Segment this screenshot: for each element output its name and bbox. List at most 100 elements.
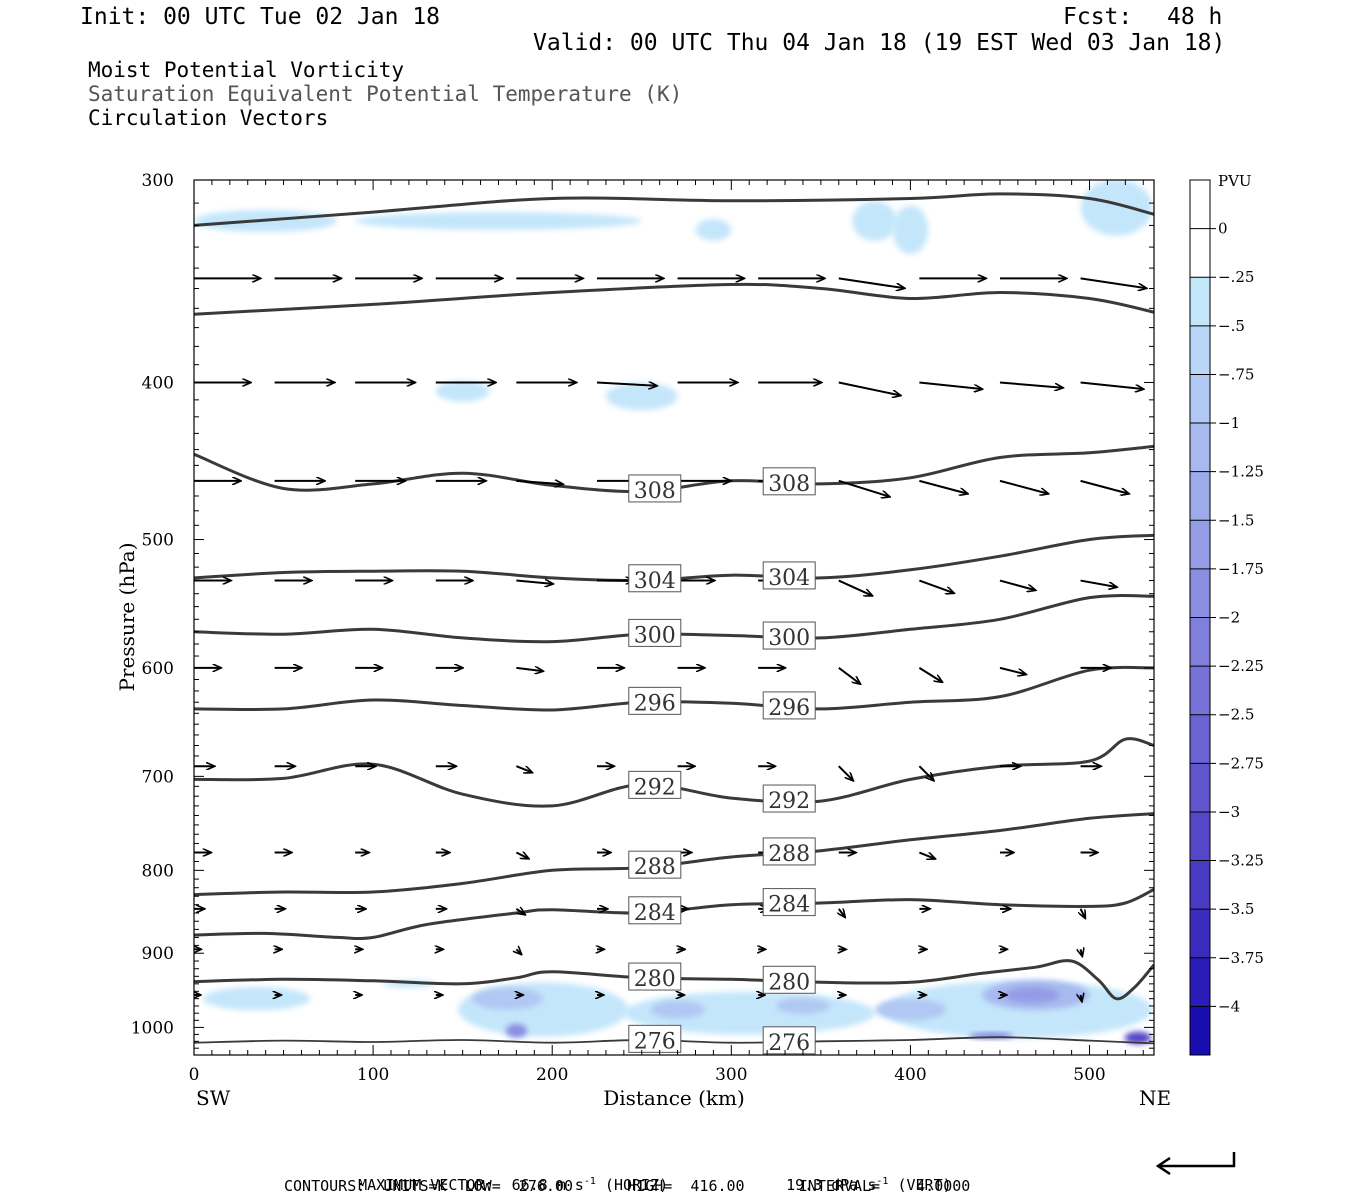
pv-region [776,997,830,1014]
y-tick-label: 500 [142,531,174,551]
contour-316 [194,192,1154,227]
field-title-theta-es: Saturation Equivalent Potential Temperat… [88,82,683,106]
forecast-hour-label: Fcst: [1063,4,1133,30]
colorbar-cell [1190,374,1210,424]
contour-label-box [762,1026,816,1055]
pv-region [852,201,897,241]
circulation-vector [1080,277,1146,288]
contour-label: 304 [634,569,676,594]
max-vector-info: MAXIMUM VECTOR: 66.8 m s-1 (HORIZ) [340,1158,668,1194]
colorbar-label: −4 [1218,997,1240,1015]
pv-region [435,380,490,402]
colorbar-cell [1190,277,1210,326]
circulation-vector [516,949,521,954]
contour-label-box [628,770,682,799]
pv-region [695,218,732,241]
circulation-vector [839,909,845,917]
contour-288 [194,812,1154,897]
colorbar-label: −1.25 [1218,463,1264,481]
circulation-vector [999,381,1062,387]
colorbar-cell [1190,860,1210,910]
colorbar-cell [1190,568,1210,618]
pv-region [1124,1031,1152,1045]
x-right-end-label: NE [1139,1086,1171,1110]
max-vector-vert-info: 19.3 dPa s-1 (VERT) [768,1158,952,1194]
colorbar-cell [1190,520,1210,569]
pv-region [650,1000,705,1019]
circulation-vector [999,666,1026,674]
contour-label-box [628,474,682,503]
colorbar-cell [1190,1006,1210,1055]
colorbar-label: −2.25 [1218,657,1264,675]
pvu-colorbar: 0 −.25 −.5 −.75 −1 −1.25 −1.5 −1.75 −2 −2.25 −2.5 −… [1189,179,1264,1056]
colorbar-label: −2.75 [1218,754,1264,772]
circulation-vector [919,851,934,859]
pv-region [505,1023,528,1038]
contour-label: 296 [634,691,676,716]
circulation-vector [596,382,656,385]
circulation-vector [1080,579,1117,587]
circulation-vector [838,479,889,497]
contour-label: 292 [634,775,676,800]
contour-296 [194,665,1154,712]
circulation-vector [1080,381,1143,389]
pv-region [605,382,678,411]
circulation-vector [1081,908,1085,918]
circulation-vector [516,668,542,671]
contour-312 [194,282,1154,316]
contour-label-box [628,962,682,991]
colorbar-label: −.75 [1218,365,1254,383]
circulation-vector [516,909,524,914]
circulation-vector [918,765,933,780]
field-title-pv: Moist Potential Vorticity [88,58,405,82]
pv-region [471,987,544,1010]
circulation-vector [838,667,860,684]
colorbar-label: 0 [1218,220,1228,238]
reference-vector-arrow [1155,1152,1236,1176]
y-axis-title: Pressure (hPa) [115,543,139,692]
circulation-vector [999,579,1035,591]
contour-label: 280 [634,967,676,992]
colorbar-cell [1190,471,1210,521]
axis-labels: 0 100 200 300 400 500 300 400 500 600 700 800 900 100… [131,171,1106,1085]
contour-label-box [628,896,682,925]
x-tick-label: 500 [1073,1065,1105,1085]
contour-label: 276 [634,1029,676,1054]
contour-label: 288 [634,855,676,880]
colorbar-cell [1190,228,1210,278]
forecast-hour-value: 48 h [1167,4,1223,30]
circulation-vector [838,277,904,288]
colorbar-label: −1.5 [1218,511,1254,529]
circulation-vector [1081,995,1082,1001]
contour-label-box [762,691,816,720]
contour-label-box [628,1024,682,1053]
colorbar-label: −3.5 [1218,900,1254,918]
colorbar-cell [1190,957,1210,1007]
contour-label-box [762,467,816,496]
contour-label-box [762,965,816,994]
contour-label: 292 [768,789,810,814]
x-tick-label: 300 [715,1065,747,1085]
circulation-vector [516,581,552,584]
x-tick-label: 400 [894,1065,926,1085]
circulation-vector [919,579,953,593]
init-time: Init: 00 UTC Tue 02 Jan 18 [80,4,441,30]
circulation-vector [516,481,562,484]
contour-label: 276 [768,1031,810,1056]
colorbar-label: −1 [1218,414,1240,432]
x-left-end-label: SW [196,1086,231,1110]
axis-ticks [193,179,1154,1056]
pv-region [355,212,642,230]
contour-label-box [628,618,682,647]
contour-labels: 276 276 280 280 284 284 288 288 292 292 296 296 300 3… [628,467,816,1056]
pv-region [892,205,929,254]
pv-region [202,986,311,1011]
contour-label-box [762,561,816,590]
y-tick-label: 600 [142,659,174,679]
contour-label-box [762,888,816,917]
colorbar-cell [1190,180,1210,229]
circulation-vector [999,479,1048,494]
colorbar-label: −3.25 [1218,852,1264,870]
contour-label: 300 [768,626,810,651]
